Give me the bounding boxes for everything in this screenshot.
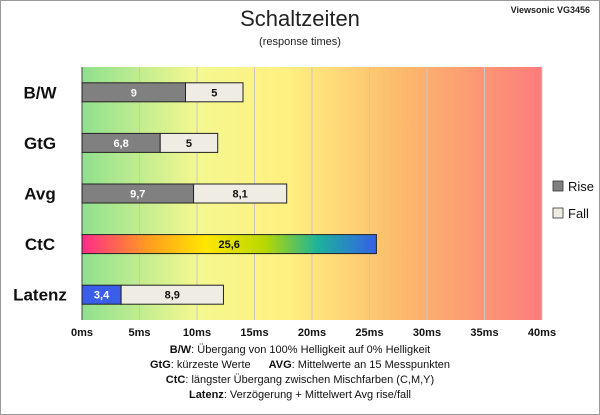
response-time-chart: 9 5 6,8 5 9,7 8,1 25,6 3,4 8,9 B/W GtG Avg CtC Laten… [13, 67, 594, 339]
bar-rise-label: 25,6 [218, 239, 239, 251]
category-label: B/W [23, 83, 57, 102]
note-gtg-avg: GtG: kürzeste Werte AVG: Mittelwerte an 1… [149, 359, 451, 371]
note-bw: B/W: Übergang von 100% Helligkeit auf 0%… [169, 344, 431, 356]
bar-fall [159, 132, 219, 153]
bar-fall [120, 284, 224, 305]
legend-fall-swatch [552, 207, 564, 219]
x-tick-label: 0ms [71, 327, 93, 339]
x-tick-label: 40ms [528, 327, 556, 339]
bar-rise-label: 9 [131, 87, 137, 99]
x-tick-label: 20ms [298, 327, 326, 339]
monitor-name: Viewsonic VG3456 [510, 5, 590, 15]
chart-title: Schaltzeiten [240, 6, 360, 31]
footnotes: B/W: Übergang von 100% Helligkeit auf 0%… [0, 343, 600, 403]
bar-fall [193, 183, 288, 204]
legend: Rise Fall [552, 179, 594, 221]
x-tick-label: 10ms [183, 327, 211, 339]
bars: 9 5 6,8 5 9,7 8,1 25,6 3,4 8,9 [81, 82, 377, 305]
bar-rise-label: 3,4 [94, 290, 110, 302]
category-label: CtC [25, 235, 55, 254]
note-latenz: Latenz: Verzögerung + Mittelwert Avg ris… [188, 389, 412, 401]
legend-fall-label: Fall [568, 206, 589, 221]
x-tick-label: 15ms [240, 327, 268, 339]
x-tick-label: 35ms [470, 327, 498, 339]
category-label: Avg [24, 185, 56, 204]
category-label: Latenz [13, 286, 67, 305]
legend-rise-swatch [552, 180, 564, 192]
x-tick-label: 5ms [128, 327, 150, 339]
bar-fall-label: 5 [186, 138, 192, 150]
bar-rise-label: 6,8 [113, 138, 128, 150]
category-labels: B/W GtG Avg CtC Latenz [13, 83, 67, 304]
bar-fall-label: 8,1 [232, 189, 247, 201]
chart-subtitle: (response times) [259, 36, 341, 48]
bar-rise [81, 234, 377, 255]
bar-fall [185, 82, 244, 103]
bar-rise-label: 9,7 [130, 189, 145, 201]
bar-fall-label: 5 [211, 87, 217, 99]
x-tick-label: 25ms [355, 327, 383, 339]
x-tick-label: 30ms [413, 327, 441, 339]
bar-fall-label: 8,9 [165, 290, 180, 302]
legend-rise-label: Rise [568, 179, 594, 194]
category-label: GtG [24, 134, 56, 153]
x-tick-labels: 0ms 5ms 10ms 15ms 20ms 25ms 30ms 35ms 40ms [71, 327, 556, 339]
note-ctc: CtC: längster Übergang zwischen Mischfar… [165, 374, 435, 386]
